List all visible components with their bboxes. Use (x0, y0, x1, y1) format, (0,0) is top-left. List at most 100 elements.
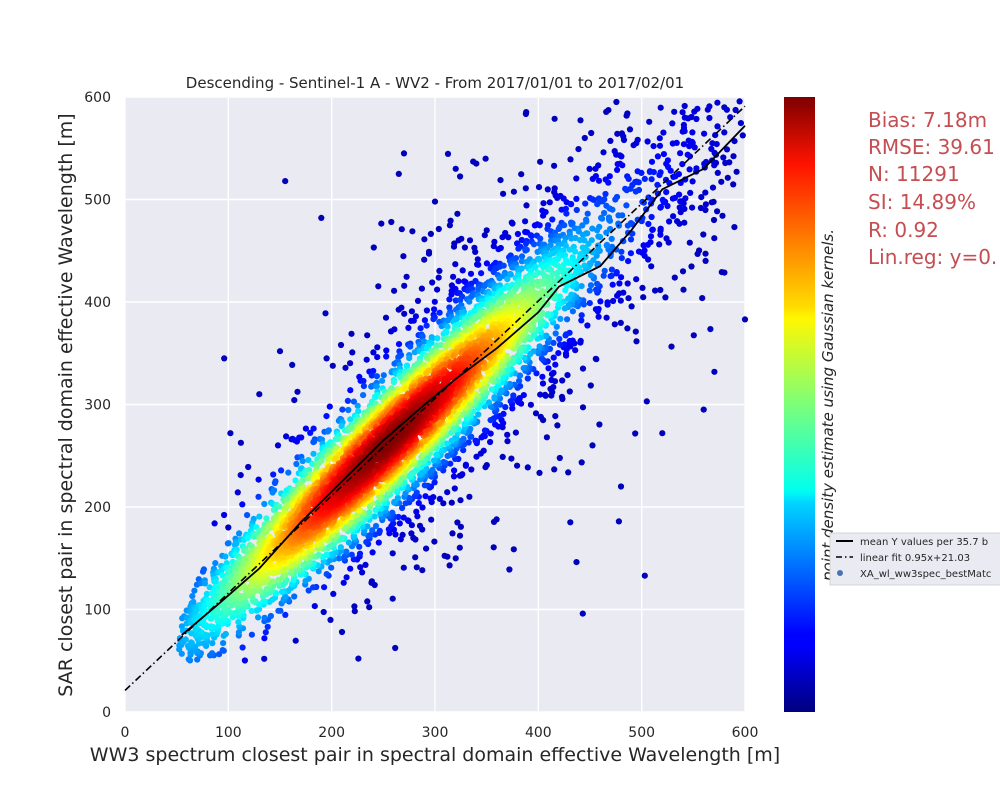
scatter-point (475, 411, 482, 418)
scatter-point (457, 497, 464, 504)
scatter-point (337, 544, 344, 551)
scatter-point (427, 230, 434, 237)
scatter-point (469, 285, 476, 292)
scatter-point (423, 370, 430, 377)
scatter-point (269, 489, 276, 496)
scatter-point (368, 372, 375, 379)
scatter-point (579, 610, 586, 617)
scatter-point (430, 457, 438, 464)
scatter-point (606, 217, 614, 224)
scatter-point (624, 222, 632, 229)
scatter-point (523, 202, 530, 209)
scatter-point (490, 518, 498, 526)
scatter-point (399, 504, 406, 512)
scatter-point (595, 233, 602, 240)
scatter-point (406, 355, 413, 362)
scatter-point (364, 332, 371, 339)
scatter-point (461, 420, 468, 428)
scatter-point (654, 181, 661, 188)
scatter-point (430, 316, 437, 323)
scatter-point (335, 555, 342, 562)
scatter-point (700, 231, 707, 238)
scatter-point (709, 140, 716, 147)
scatter-point (627, 250, 635, 257)
scatter-point (522, 185, 529, 192)
scatter-point (188, 639, 195, 646)
scatter-point (660, 129, 667, 136)
scatter-point (274, 442, 282, 449)
scatter-point (624, 280, 631, 287)
scatter-point (248, 607, 255, 615)
scatter-point (436, 309, 443, 316)
scatter-point (609, 281, 616, 288)
scatter-point (707, 326, 714, 333)
scatter-point (562, 205, 570, 212)
scatter-point (657, 286, 664, 294)
scatter-point (412, 554, 419, 561)
scatter-point (431, 306, 438, 313)
scatter-point (557, 315, 564, 322)
scatter-point (710, 216, 718, 224)
scatter-point (482, 155, 489, 162)
scatter-point (374, 354, 381, 361)
scatter-point (244, 511, 251, 519)
scatter-point (203, 590, 210, 598)
scatter-point (431, 198, 439, 205)
scatter-point (390, 379, 397, 386)
scatter-point (504, 276, 511, 283)
scatter-point (676, 204, 683, 211)
scatter-point (671, 274, 678, 281)
scatter-point (263, 515, 270, 522)
scatter-point (472, 248, 479, 255)
scatter-point (236, 530, 243, 537)
scatter-point (602, 190, 609, 198)
scatter-point (508, 455, 515, 462)
scatter-points (176, 98, 749, 664)
scatter-point (689, 129, 696, 136)
scatter-point (727, 114, 734, 121)
scatter-point (548, 376, 555, 384)
scatter-point (604, 299, 611, 306)
scatter-point (209, 650, 216, 657)
scatter-point (685, 115, 692, 122)
scatter-point (472, 437, 479, 444)
scatter-point (235, 619, 242, 626)
scatter-point (227, 430, 234, 437)
scatter-point (199, 568, 207, 575)
scatter-point (221, 355, 228, 362)
scatter-point (311, 438, 318, 445)
scatter-point (656, 135, 663, 142)
scatter-point (340, 579, 347, 586)
scatter-point (510, 354, 517, 362)
scatter-point (514, 230, 522, 238)
scatter-point (201, 580, 208, 587)
scatter-point (327, 616, 334, 624)
scatter-point (459, 267, 466, 274)
scatter-point (321, 584, 328, 591)
scatter-point (402, 385, 409, 392)
scatter-point (470, 158, 477, 165)
scatter-point (545, 365, 552, 372)
scatter-point (723, 146, 731, 153)
scatter-point (504, 431, 511, 438)
scatter-point (575, 146, 582, 153)
scatter-point (731, 224, 738, 231)
scatter-point (375, 539, 382, 546)
scatter-point (360, 377, 367, 385)
scatter-point (423, 345, 430, 352)
scatter-point (614, 166, 621, 173)
scatter-point (732, 106, 739, 114)
scatter-point (670, 173, 677, 180)
scatter-point (457, 523, 464, 530)
scatter-point (693, 165, 700, 172)
scatter-point (256, 391, 263, 398)
scatter-point (326, 403, 333, 410)
scatter-point (571, 248, 579, 255)
scatter-point (528, 232, 535, 240)
scatter-point (421, 482, 428, 489)
scatter-point (449, 530, 456, 537)
scatter-point (619, 162, 626, 169)
scatter-point (392, 531, 399, 538)
scatter-point (499, 453, 506, 460)
scatter-point (563, 331, 570, 338)
